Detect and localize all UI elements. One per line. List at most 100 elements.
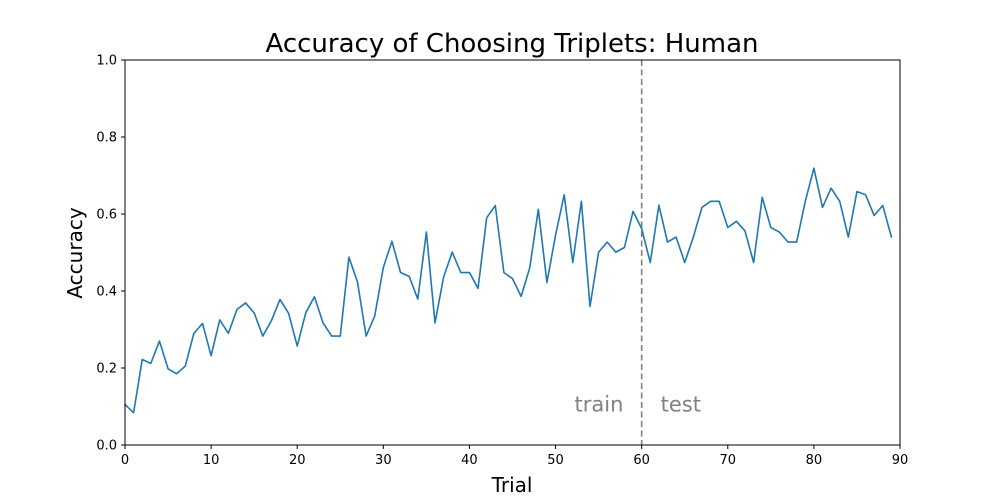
x-tick-label: 60 [633, 453, 650, 468]
data-point [597, 251, 599, 253]
data-point [864, 194, 866, 196]
data-point [262, 335, 264, 337]
data-point [529, 267, 531, 269]
data-point [236, 308, 238, 310]
accuracy-series-line [124, 167, 893, 414]
data-point [399, 271, 401, 273]
data-point [554, 234, 556, 236]
plot-area: 0 10 20 30 40 50 60 70 80 90 0.0 0.2 0.4 0.6 0.8 1.0 tra… [96, 54, 908, 469]
data-point [623, 246, 625, 248]
y-tick-label: 0.6 [96, 208, 117, 223]
x-tick-label: 90 [892, 453, 909, 468]
data-point [821, 206, 823, 208]
x-tick-label: 20 [289, 453, 306, 468]
data-point [141, 358, 143, 360]
train-region-label: train [575, 393, 624, 417]
data-point [735, 220, 737, 222]
data-point [795, 241, 797, 243]
data-point [890, 236, 892, 238]
data-point [839, 200, 841, 202]
data-point [666, 241, 668, 243]
x-tick-label: 70 [720, 453, 737, 468]
data-point [727, 226, 729, 228]
data-point [348, 256, 350, 258]
data-point [158, 340, 160, 342]
data-point [175, 373, 177, 375]
data-point [615, 251, 617, 253]
data-point [184, 365, 186, 367]
data-point [701, 206, 703, 208]
data-point [649, 261, 651, 263]
x-tick-label: 40 [461, 453, 478, 468]
data-point [830, 187, 832, 189]
data-point [210, 354, 212, 356]
data-point [503, 271, 505, 273]
data-point [442, 276, 444, 278]
data-point [374, 315, 376, 317]
y-tick-label: 0.4 [96, 285, 117, 300]
data-point [632, 210, 634, 212]
data-point [339, 335, 341, 337]
data-point [253, 312, 255, 314]
x-tick-label: 80 [806, 453, 823, 468]
data-point [537, 208, 539, 210]
data-point [313, 296, 315, 298]
data-point [460, 271, 462, 273]
data-point [787, 241, 789, 243]
data-point [847, 236, 849, 238]
data-point [692, 236, 694, 238]
x-tick-label: 10 [203, 453, 220, 468]
data-point [813, 167, 815, 169]
y-tick-label: 0.8 [96, 131, 117, 146]
data-point [193, 332, 195, 334]
data-point [485, 217, 487, 219]
y-tick-label: 1.0 [96, 54, 117, 69]
data-point [752, 261, 754, 263]
data-point [408, 275, 410, 277]
data-point [718, 200, 720, 202]
plot-frame [124, 59, 901, 446]
data-point [417, 298, 419, 300]
data-point [322, 322, 324, 324]
data-point [167, 368, 169, 370]
data-point [675, 236, 677, 238]
data-point [451, 251, 453, 253]
data-point [382, 266, 384, 268]
data-point [873, 214, 875, 216]
data-point [640, 227, 642, 229]
y-tick-label: 0.0 [96, 439, 117, 454]
data-point [227, 332, 229, 334]
data-point [684, 261, 686, 263]
x-tick-label: 30 [375, 453, 392, 468]
data-point [132, 411, 134, 413]
data-point [468, 271, 470, 273]
data-point [520, 295, 522, 297]
data-point [365, 335, 367, 337]
data-point [606, 241, 608, 243]
data-point [477, 287, 479, 289]
data-point [330, 335, 332, 337]
data-point [270, 319, 272, 321]
x-tick-label: 50 [547, 453, 564, 468]
y-axis-title: Accuracy [63, 207, 87, 298]
data-point [425, 231, 427, 233]
data-point [546, 281, 548, 283]
data-point [856, 190, 858, 192]
data-point [589, 305, 591, 307]
data-point [296, 345, 298, 347]
data-point [563, 194, 565, 196]
data-point [244, 302, 246, 304]
data-point [761, 196, 763, 198]
data-point [511, 277, 513, 279]
x-tick-label: 0 [121, 453, 129, 468]
data-point [494, 204, 496, 206]
x-axis-title: Trial [491, 473, 533, 497]
data-point [287, 312, 289, 314]
data-point [434, 322, 436, 324]
data-point [770, 226, 772, 228]
chart-title: Accuracy of Choosing Triplets: Human [266, 29, 759, 59]
data-point [150, 362, 152, 364]
data-point [305, 311, 307, 313]
